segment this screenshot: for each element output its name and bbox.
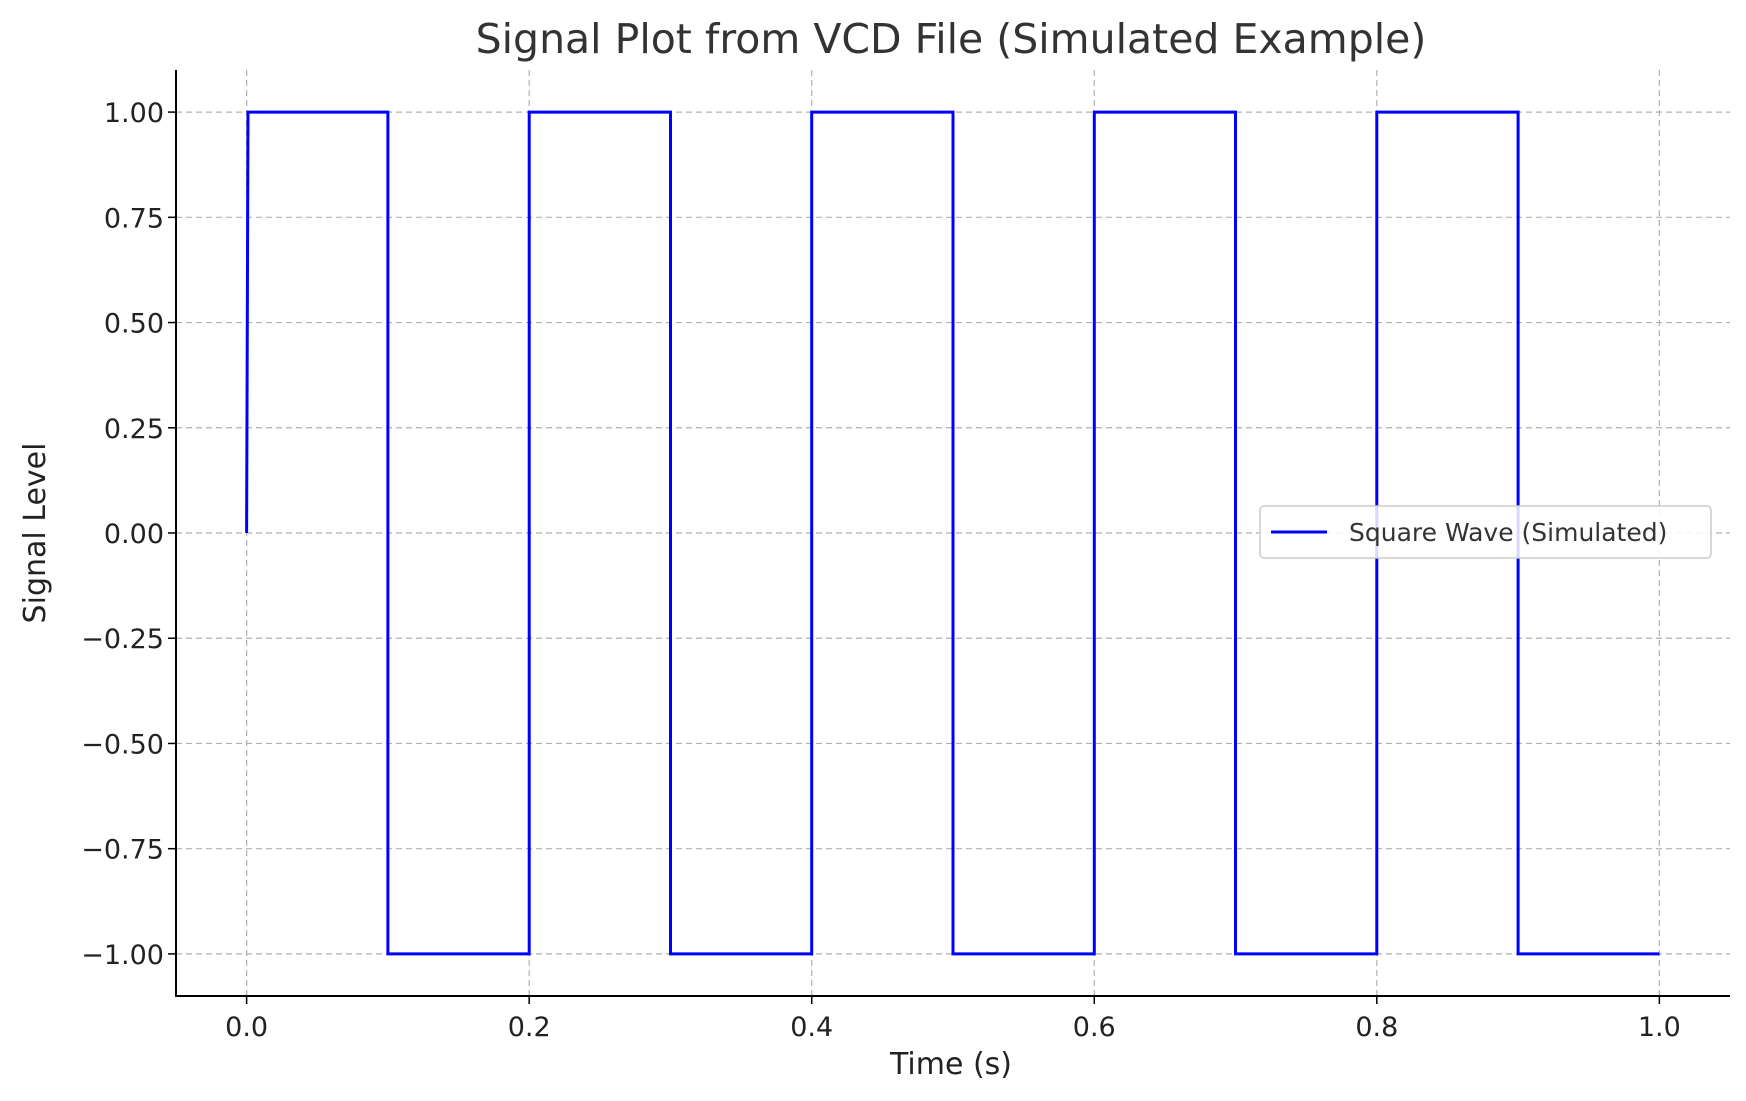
y-tick-label: −0.75 — [81, 835, 164, 866]
x-tick-label: 0.2 — [508, 1012, 551, 1043]
y-tick-label: 0.75 — [104, 203, 164, 234]
legend-box — [1259, 505, 1712, 559]
series-line-square-wave — [245, 110, 1660, 956]
legend: Square Wave (Simulated) — [1259, 505, 1712, 559]
y-tick-label: −0.50 — [81, 729, 164, 760]
series-layer — [245, 110, 1660, 956]
x-tick-label: 0.8 — [1355, 1012, 1398, 1043]
x-axis-label: Time (s) — [889, 1047, 1012, 1082]
x-tick-label: 0.6 — [1073, 1012, 1116, 1043]
x-tick-label: 1.0 — [1638, 1012, 1681, 1043]
y-tick-label: 0.00 — [104, 519, 164, 550]
chart-title: Signal Plot from VCD File (Simulated Exa… — [476, 15, 1427, 63]
x-tick-label: 0.4 — [790, 1012, 833, 1043]
y-tick-label: −0.25 — [81, 624, 164, 655]
ticks: 0.0 0.2 0.4 0.6 0.8 1.0 1.00 0.75 0.50 0.25 0.00 −0… — [81, 98, 1681, 1043]
y-axis-label: Signal Level — [18, 443, 53, 624]
legend-label: Square Wave (Simulated) — [1349, 518, 1667, 547]
y-tick-label: 0.25 — [104, 414, 164, 445]
y-tick-label: −1.00 — [81, 940, 164, 971]
y-tick-label: 0.50 — [104, 309, 164, 340]
x-tick-label: 0.0 — [225, 1012, 268, 1043]
y-tick-label: 1.00 — [104, 98, 164, 129]
